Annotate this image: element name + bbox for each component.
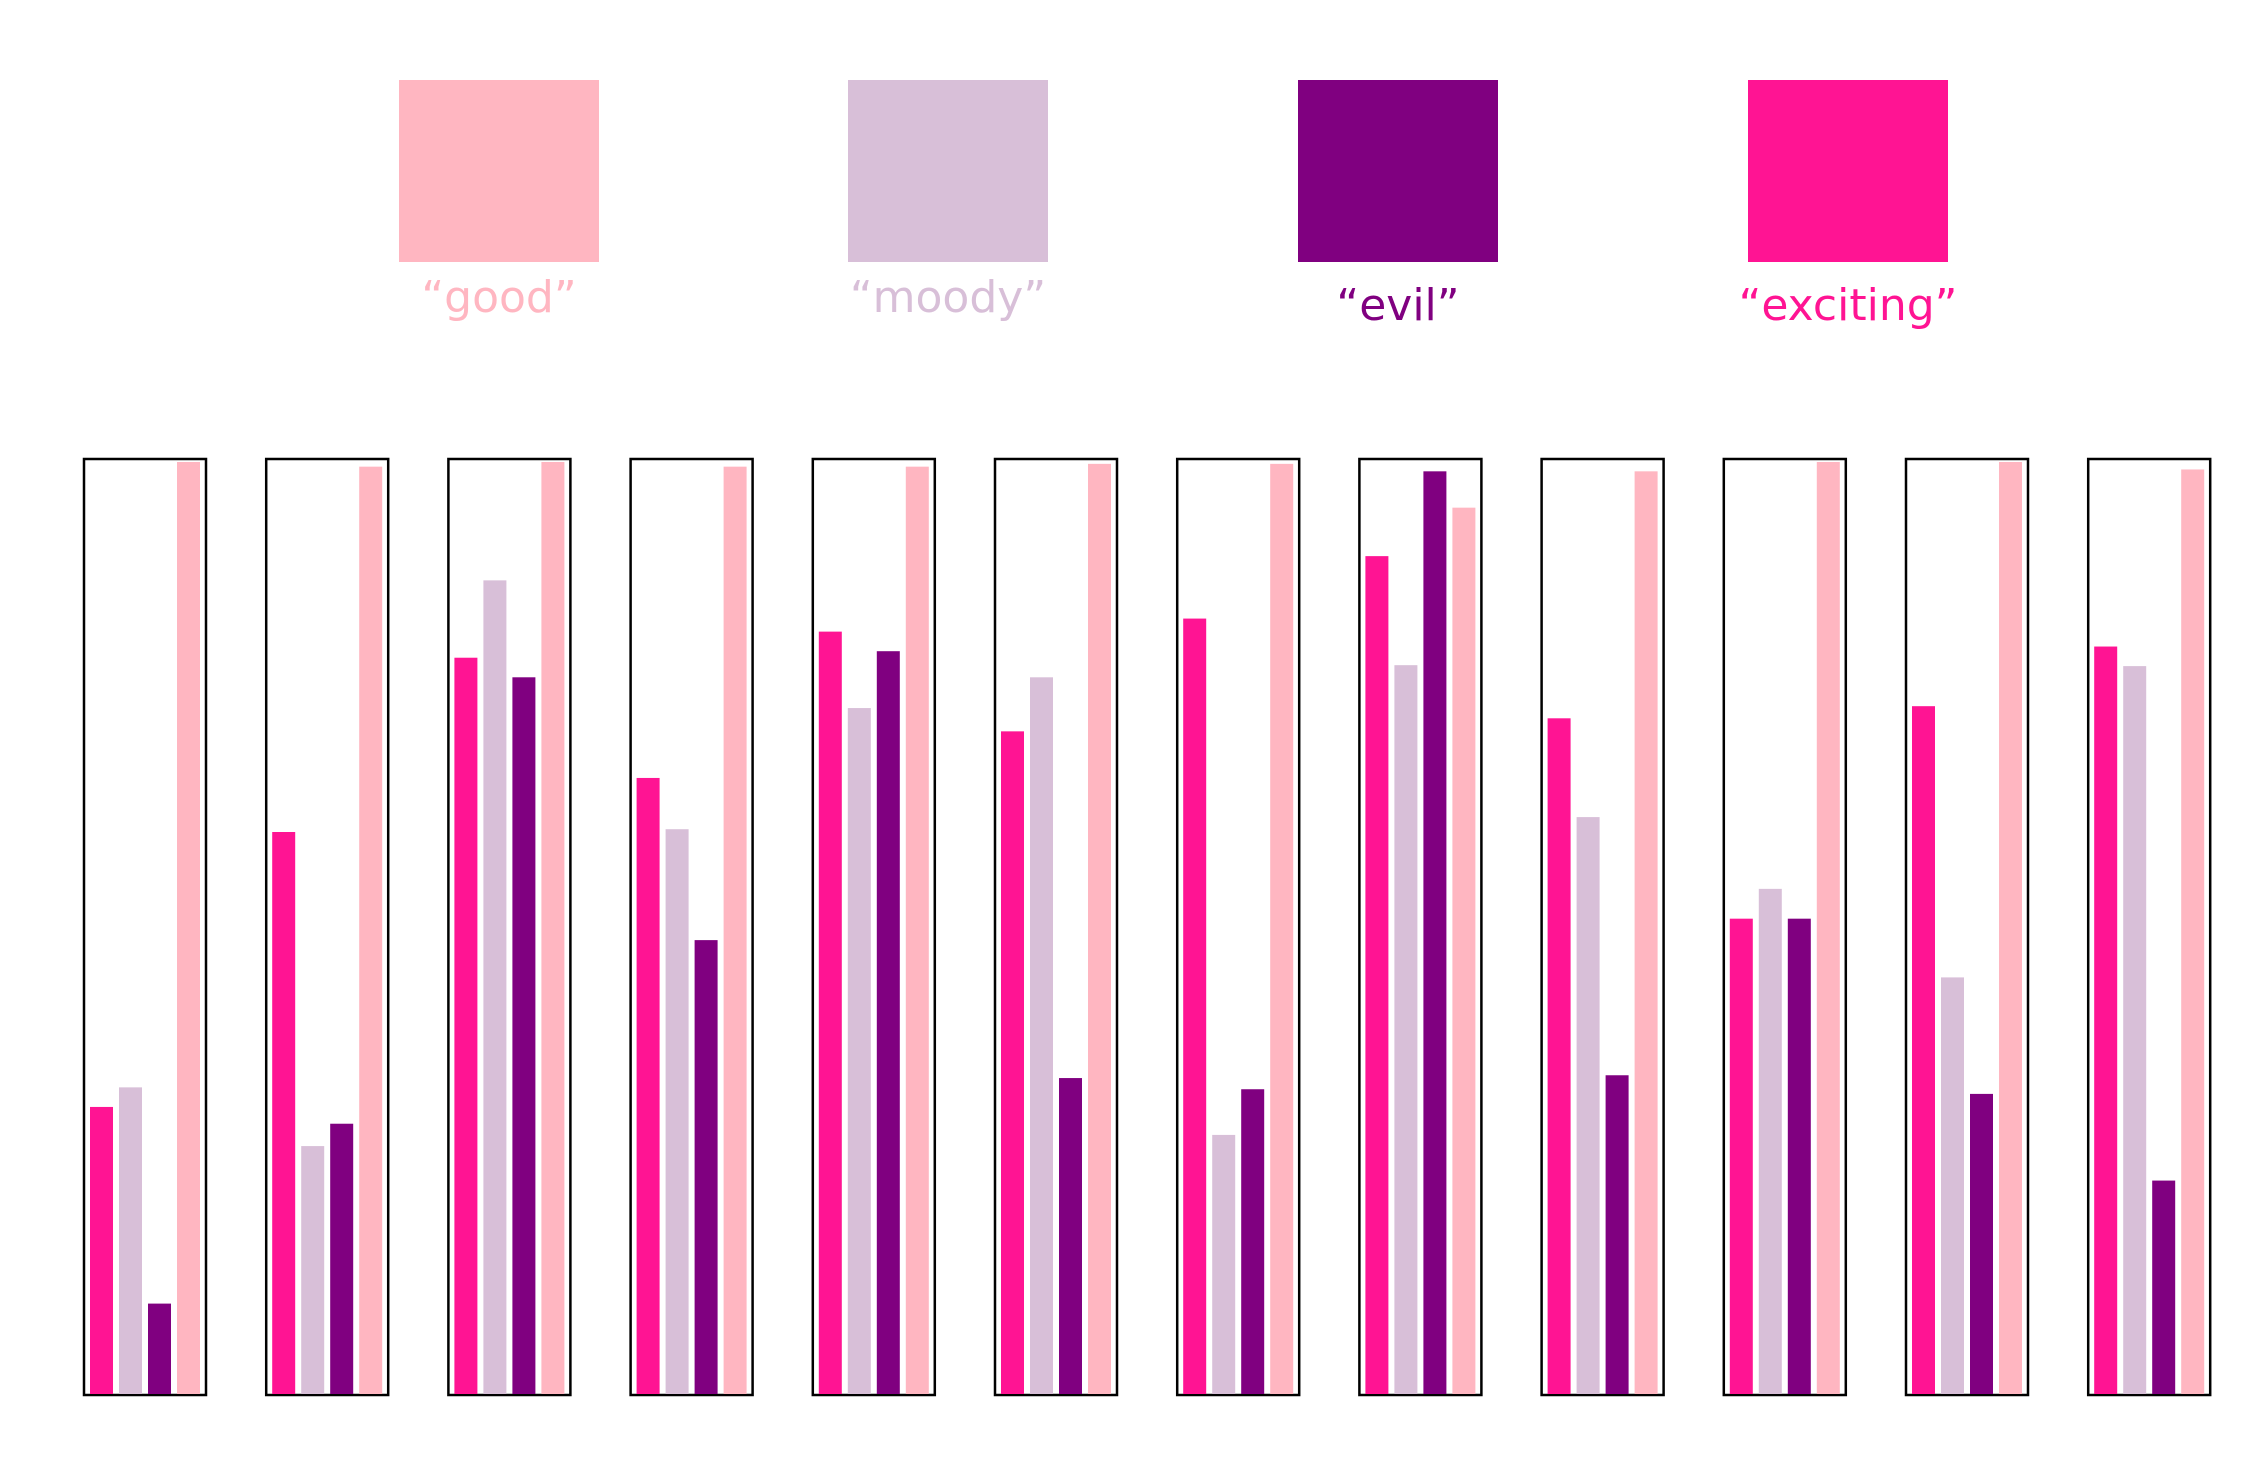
panel-frame-12 [2086,457,2212,1397]
panel-frame-2 [264,457,390,1397]
bar-moody-group-3 [483,580,507,1394]
bar-exciting-group-2 [272,832,296,1394]
bar-moody-group-1 [119,1087,142,1394]
bar-evil-group-5 [876,651,900,1394]
bar-evil-group-4 [694,940,718,1394]
bar-moody-group-2 [301,1146,325,1394]
legend: “good” “moody” “evil” “exciting” [0,0,2248,380]
bar-exciting-group-11 [1912,706,1935,1394]
bar-exciting-group-1 [90,1106,113,1394]
bar-evil-group-1 [148,1303,171,1394]
bar-moody-group-7 [1212,1134,1236,1394]
bar-exciting-group-4 [636,777,660,1394]
panel-frame-9 [1540,457,1665,1397]
bar-evil-group-10 [1787,918,1811,1394]
bar-good-group-7 [1270,463,1294,1394]
bar-exciting-group-10 [1729,918,1753,1394]
panel-frame-6 [993,457,1119,1397]
bar-evil-group-6 [1059,1078,1082,1394]
panel-frame-7 [1175,457,1301,1397]
bar-moody-group-10 [1758,888,1782,1394]
bar-good-group-8 [1452,507,1476,1395]
bar-exciting-group-6 [1001,731,1024,1394]
bar-evil-group-3 [512,677,536,1394]
legend-swatch-exciting [1748,80,1948,262]
panel-frame-4 [629,457,754,1397]
bar-good-group-12 [2181,469,2205,1394]
bar-exciting-group-9 [1547,718,1571,1394]
bar-good-group-10 [1816,462,1840,1394]
panel-frame-10 [1722,457,1848,1397]
bar-moody-group-11 [1941,977,1964,1394]
bar-moody-group-12 [2123,666,2147,1394]
legend-item-evil: “evil” [1268,80,1528,340]
panel-frame-11 [1904,457,2030,1397]
legend-item-moody: “moody” [818,80,1078,340]
bar-good-group-2 [359,466,383,1394]
bar-good-group-6 [1088,463,1111,1394]
bar-evil-group-12 [2152,1180,2176,1394]
bar-evil-group-7 [1241,1089,1265,1394]
bar-exciting-group-7 [1183,618,1207,1394]
bar-good-group-5 [905,466,929,1394]
bar-good-group-3 [541,462,565,1394]
bar-good-group-9 [1634,471,1658,1394]
bar-good-group-4 [723,466,747,1394]
legend-item-exciting: “exciting” [1718,80,1978,340]
bar-exciting-group-12 [2094,646,2118,1394]
legend-swatch-evil [1298,80,1498,262]
legend-label-exciting: “exciting” [1738,280,1958,331]
bar-moody-group-5 [847,708,871,1394]
bar-evil-group-11 [1970,1093,1993,1394]
legend-item-good: “good” [369,80,629,340]
panel-frame-8 [1358,457,1483,1397]
bar-good-group-11 [1999,462,2022,1394]
bar-moody-group-4 [665,829,689,1394]
bar-evil-group-2 [330,1123,354,1394]
legend-swatch-moody [848,80,1048,262]
legend-label-evil: “evil” [1336,280,1460,331]
bar-evil-group-8 [1423,471,1447,1394]
bar-exciting-group-5 [818,631,842,1394]
bar-moody-group-8 [1394,665,1418,1394]
bar-good-group-1 [177,462,200,1394]
panel-frame-5 [811,457,937,1397]
bar-moody-group-9 [1576,817,1600,1394]
legend-swatch-good [399,80,599,262]
bar-evil-group-9 [1605,1075,1629,1394]
bar-moody-group-6 [1030,677,1053,1394]
bar-exciting-group-8 [1365,556,1389,1394]
bar-exciting-group-3 [454,657,478,1394]
panel-frame-3 [447,457,572,1397]
panel-frame-1 [82,457,208,1397]
legend-label-moody: “moody” [849,272,1047,323]
legend-label-good: “good” [421,272,577,323]
